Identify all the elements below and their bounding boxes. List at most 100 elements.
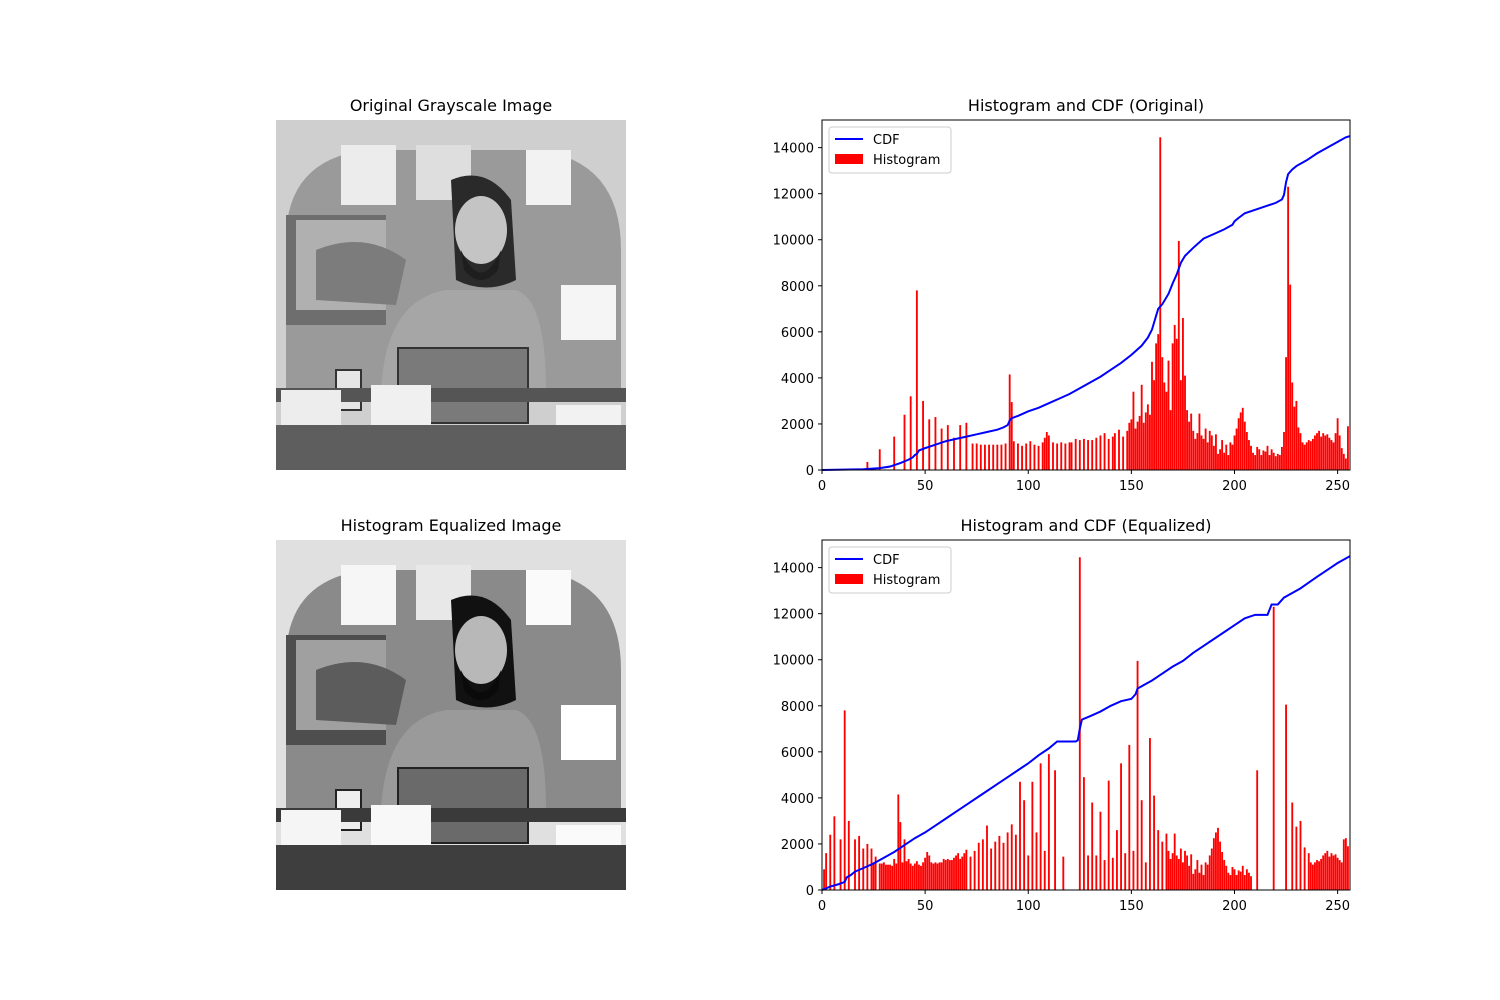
- hist-bar: [1052, 442, 1054, 470]
- hist-bar: [1311, 438, 1314, 470]
- hist-bar: [1347, 426, 1349, 470]
- y-tick-label: 2000: [781, 418, 814, 433]
- hist-bar: [1099, 435, 1102, 470]
- original-grayscale-image: [276, 120, 626, 470]
- y-tick-label: 10000: [773, 234, 814, 249]
- hist-bar: [934, 417, 937, 470]
- hist-bar: [1264, 451, 1267, 470]
- hist-bar: [1260, 455, 1263, 470]
- hist-bar: [1056, 443, 1059, 470]
- hist-bar: [1126, 430, 1129, 470]
- hist-bar: [1332, 442, 1335, 470]
- hist-bar: [1200, 435, 1203, 470]
- y-tick-label: 4000: [781, 372, 814, 387]
- hist-bar: [1241, 407, 1244, 470]
- hist-bar: [992, 444, 995, 470]
- hist-bar: [1132, 391, 1135, 470]
- hist-bar: [1210, 435, 1213, 470]
- hist-bar: [988, 444, 990, 470]
- hist-bar: [1324, 435, 1327, 470]
- hist-bar: [1231, 444, 1234, 470]
- hist-bar: [1012, 441, 1015, 470]
- hist-bar: [1083, 438, 1085, 470]
- hist-bar: [971, 443, 974, 470]
- x-tick-label: 100: [1016, 479, 1041, 494]
- hist-bar: [1278, 455, 1281, 470]
- original-image-title: Original Grayscale Image: [349, 96, 553, 115]
- y-tick-label: 12000: [773, 188, 814, 203]
- hist-bar: [1225, 444, 1228, 470]
- illustration-man-at-laptop: [276, 120, 626, 470]
- hist-bar: [1307, 440, 1310, 470]
- hist-bar: [1235, 428, 1238, 470]
- hist-bar: [1326, 434, 1329, 470]
- hist-bar: [1157, 334, 1160, 470]
- hist-bar: [1103, 433, 1106, 470]
- hist-bar: [1155, 343, 1158, 470]
- hist-bar: [1184, 375, 1186, 470]
- hist-bar: [909, 396, 912, 470]
- hist-bar: [1340, 448, 1343, 470]
- hist-bar: [1043, 437, 1046, 470]
- hist-bar: [893, 436, 896, 470]
- hist-bar: [1087, 440, 1089, 470]
- hist-bar: [1223, 452, 1226, 470]
- hist-bar: [1291, 382, 1294, 470]
- x-tick-label: 50: [917, 479, 934, 494]
- hist-bar: [1250, 445, 1252, 470]
- hist-bar: [1146, 404, 1149, 470]
- hist-bar: [1033, 444, 1036, 470]
- hist-bar: [1237, 418, 1240, 470]
- hist-bar: [878, 449, 881, 470]
- hist-bar: [1113, 433, 1116, 470]
- hist-bar: [1202, 438, 1205, 470]
- hist-bar: [1243, 421, 1246, 470]
- hist-bar: [928, 419, 931, 470]
- hist-bar: [1064, 443, 1067, 470]
- hist-bar: [1229, 442, 1232, 470]
- hist-bar: [1208, 430, 1211, 470]
- hist-bar: [1248, 440, 1250, 470]
- hist-bar: [1283, 432, 1285, 470]
- hist-bar: [1128, 422, 1131, 470]
- legend-cdf-label: CDF: [873, 133, 900, 148]
- hist-bar: [1219, 449, 1221, 470]
- illustration-man-at-laptop-equalized: [276, 540, 626, 890]
- hist-bar: [1136, 421, 1139, 470]
- hist-bar: [1107, 438, 1110, 470]
- hist-bar: [1344, 458, 1347, 470]
- hist-bar: [1206, 442, 1209, 470]
- hist-bar: [1047, 435, 1050, 470]
- hist-bar: [1318, 430, 1320, 470]
- x-tick-label: 250: [1325, 479, 1350, 494]
- hist-bar: [1289, 284, 1292, 470]
- hist-bar: [1258, 449, 1261, 470]
- hist-bar: [1194, 438, 1197, 470]
- axes-frame: [821, 119, 1351, 471]
- hist-bar: [1029, 441, 1032, 470]
- x-tick-label: 200: [1222, 479, 1247, 494]
- hist-bar: [1017, 443, 1019, 470]
- y-tick-label: 0: [806, 464, 814, 479]
- hist-bar: [984, 444, 986, 470]
- x-tick-label: 0: [818, 479, 826, 494]
- hist-bar: [1309, 441, 1312, 470]
- hist-bar: [1175, 338, 1178, 470]
- hist-bar: [1227, 455, 1230, 470]
- hist-bar: [1134, 428, 1137, 470]
- hist-bar: [975, 443, 978, 470]
- hist-bar: [1314, 435, 1316, 470]
- hist-bar: [1041, 442, 1044, 470]
- hist-bar: [965, 422, 968, 470]
- hist-bar: [1256, 446, 1259, 470]
- hist-bar: [1179, 380, 1182, 470]
- hist-bar: [1171, 343, 1174, 470]
- hist-bar: [1192, 430, 1195, 470]
- hist-bar: [1320, 436, 1323, 470]
- hist-bar: [1095, 437, 1098, 470]
- hist-bar: [1142, 422, 1145, 470]
- hist-bar: [1287, 186, 1290, 471]
- hist-bar: [1262, 450, 1265, 470]
- hist-bar: [940, 428, 943, 470]
